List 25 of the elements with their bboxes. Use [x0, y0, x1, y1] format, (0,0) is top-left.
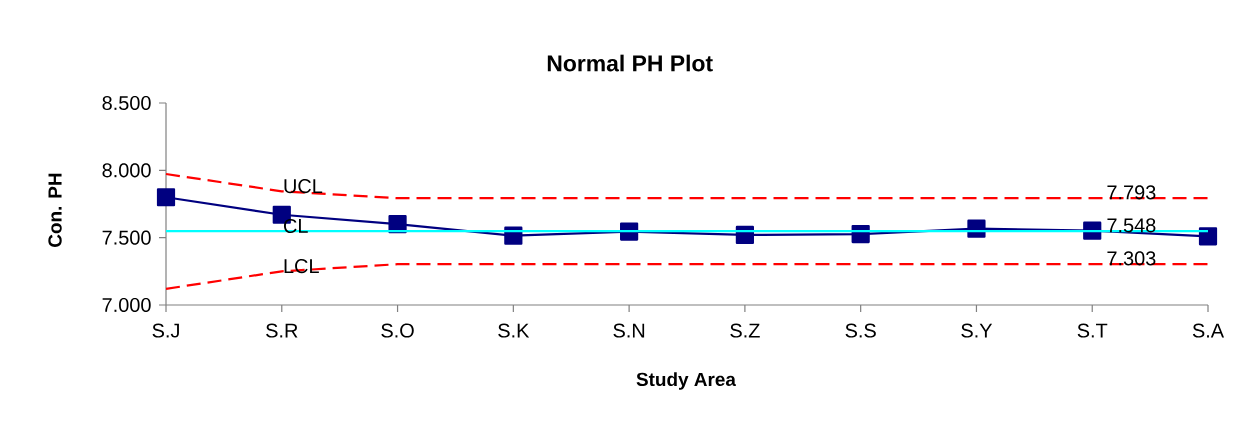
x-tick-label: S.J	[152, 323, 179, 338]
point	[156, 188, 176, 207]
y-tick-label: 8.500	[102, 95, 151, 111]
x-tick-label: S.R	[266, 323, 298, 338]
chart-title: Normal PH Plot	[547, 54, 713, 72]
x-tick-label: S.N	[613, 323, 645, 338]
x-axis-title: Study Area	[636, 372, 737, 390]
data-label: 7.793	[1107, 185, 1156, 200]
y-tick-label: 7.500	[102, 230, 151, 245]
x-tick-label: S.S	[845, 323, 876, 338]
x-tick-label: S.Y	[961, 323, 993, 338]
x-tick-label: S.Z	[730, 323, 760, 338]
series-label: LCL	[284, 259, 319, 274]
x-tick-label: S.A	[1192, 323, 1225, 338]
x-tick-label: S.T	[1077, 323, 1108, 338]
data-label: 7.303	[1107, 251, 1156, 266]
y-tick-label: 8.000	[102, 163, 151, 178]
y-tick-label: 7.000	[102, 297, 151, 313]
point	[1198, 227, 1218, 246]
y-axis-title: Con. PH	[48, 173, 62, 247]
series-label: CL	[284, 218, 308, 233]
x-tick-label: S.K	[498, 323, 530, 338]
x-tick-label: S.O	[381, 323, 414, 338]
data-label: 7.548	[1107, 218, 1156, 233]
series-label: UCL	[284, 179, 323, 194]
